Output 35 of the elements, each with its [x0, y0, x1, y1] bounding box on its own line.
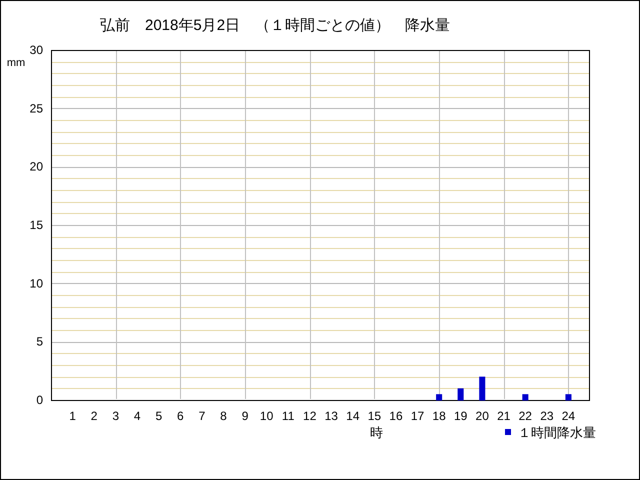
xtick: 3 — [112, 409, 120, 423]
ytick: 15 — [30, 218, 43, 232]
ytick: 0 — [36, 393, 43, 407]
xtick: 8 — [220, 409, 227, 423]
xtick: 18 — [432, 409, 446, 423]
ytick: 30 — [30, 43, 43, 57]
xtick: 7 — [198, 409, 206, 423]
xtick: 10 — [260, 409, 274, 423]
xtick: 16 — [389, 409, 403, 423]
ylabel: mm — [6, 57, 26, 69]
ytick: 20 — [30, 160, 43, 174]
ytick: 25 — [30, 101, 43, 116]
xtick: 11 — [282, 409, 294, 423]
xtick: 20 — [476, 409, 489, 423]
xtick: 4 — [134, 409, 141, 423]
xtick: 6 — [177, 409, 184, 423]
xtick: 1 — [69, 409, 76, 423]
xtick: 21 — [497, 409, 510, 423]
xtick: 24 — [562, 409, 576, 423]
xlabel: 時 — [370, 425, 383, 440]
xtick: 22 — [518, 409, 532, 423]
ytick: 5 — [36, 334, 43, 349]
xtick: 23 — [540, 409, 554, 423]
xtick: 13 — [324, 409, 338, 423]
ytick: 10 — [30, 276, 43, 290]
xtick: 9 — [242, 409, 248, 423]
title: 弘前 2018年5月2日 （１時間ごとの値） 降水量 — [100, 17, 450, 34]
xtick: 17 — [410, 409, 424, 423]
xtick: 14 — [346, 409, 360, 423]
xtick: 2 — [90, 409, 98, 423]
xtick: 15 — [368, 409, 382, 423]
legend-label: １時間降水量 — [518, 425, 596, 440]
xtick: 12 — [303, 409, 316, 423]
xtick: 19 — [454, 409, 468, 423]
xtick: 5 — [155, 409, 162, 423]
